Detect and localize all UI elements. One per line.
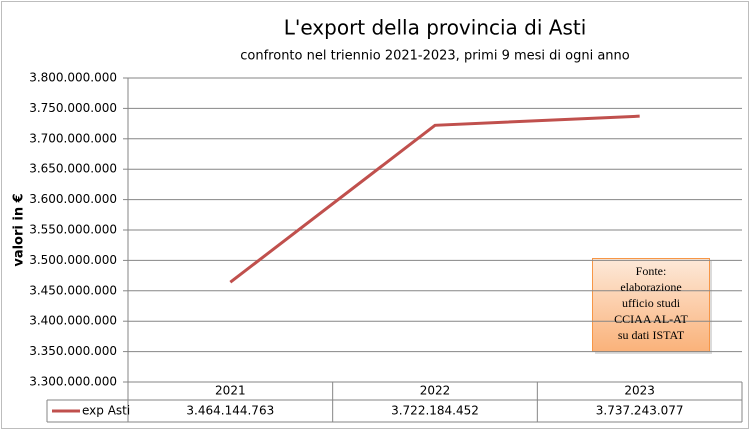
y-tick-label: 3.550.000.000 (29, 223, 117, 237)
x-tick-label: 2023 (624, 384, 655, 398)
chart-subtitle: confronto nel triennio 2021-2023, primi … (240, 49, 630, 64)
x-tick-label: 2021 (215, 384, 246, 398)
x-tick-label: 2022 (420, 384, 451, 398)
y-tick-label: 3.350.000.000 (29, 344, 117, 358)
note-text: elaborazione (620, 280, 681, 294)
y-axis-label: valori in € (12, 193, 27, 266)
y-tick-label: 3.300.000.000 (29, 375, 117, 389)
y-tick-label: 3.650.000.000 (29, 162, 117, 176)
note-text: ufficio studi (622, 296, 681, 310)
y-tick-label: 3.450.000.000 (29, 283, 117, 297)
note-text: su dati ISTAT (618, 328, 685, 342)
data-line (229, 114, 640, 284)
y-tick-label: 3.600.000.000 (29, 192, 117, 206)
table-value: 3.464.144.763 (186, 404, 274, 418)
y-tick-label: 3.700.000.000 (29, 131, 117, 145)
note-text: CCIAA AL-AT (614, 312, 688, 326)
chart-title: L'export della provincia di Asti (284, 16, 587, 40)
y-tick-label: 3.750.000.000 (29, 101, 117, 115)
note-box (592, 258, 710, 352)
table-value: 3.722.184.452 (391, 404, 479, 418)
y-tick-label: 3.500.000.000 (29, 253, 117, 267)
table-value: 3.737.243.077 (596, 404, 684, 418)
y-tick-label: 3.800.000.000 (29, 71, 117, 85)
y-tick-label: 3.400.000.000 (29, 314, 117, 328)
note-text: Fonte: (636, 264, 667, 278)
legend-label: exp Asti (82, 404, 130, 418)
